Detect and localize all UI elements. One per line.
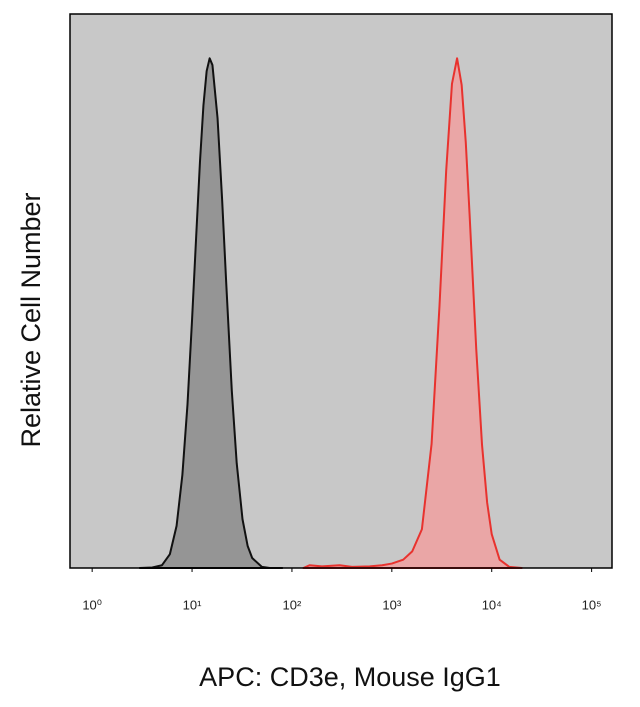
y-axis-label: Relative Cell Number <box>16 192 46 447</box>
x-tick-label: 10⁰ <box>82 597 102 612</box>
x-axis-label: APC: CD3e, Mouse IgG1 <box>199 662 501 692</box>
x-tick-label: 10³ <box>382 597 401 612</box>
plot-area <box>70 14 612 568</box>
marks <box>138 57 523 569</box>
x-tick-label: 10² <box>283 597 302 612</box>
x-tick-label: 10⁵ <box>582 597 602 612</box>
histogram-curve <box>138 57 284 569</box>
histogram-curve <box>302 57 523 569</box>
plot-frame <box>69 13 613 569</box>
x-tick-label: 10¹ <box>183 597 202 612</box>
x-tick-label: 10⁴ <box>482 597 502 612</box>
